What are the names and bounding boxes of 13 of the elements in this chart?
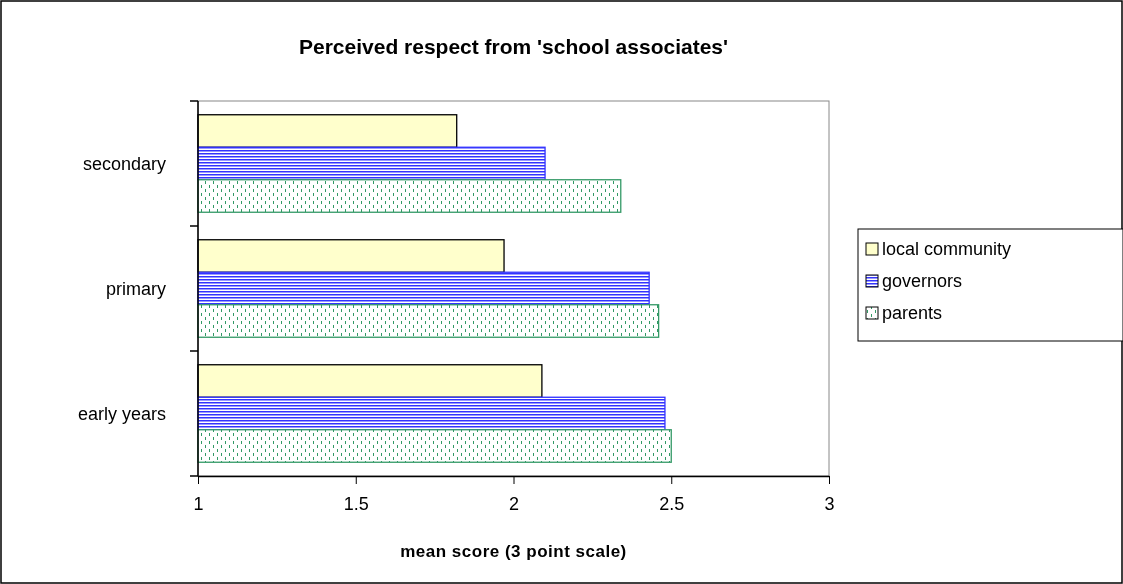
x-tick-label: 2 <box>508 494 520 515</box>
legend-label: governors <box>882 271 963 292</box>
x-tick-label: 1 <box>193 494 204 515</box>
y-tick-label: secondary <box>82 153 166 174</box>
y-tick-label: primary <box>105 278 166 299</box>
x-tick-label: 3 <box>824 494 835 515</box>
x-tick-label: 2.5 <box>659 494 685 515</box>
x-axis-title: mean score (3 point scale) <box>400 542 627 561</box>
chart-title: Perceived respect from 'school associates' <box>298 35 729 58</box>
y-tick-label: early years <box>77 403 166 424</box>
legend-label: local community <box>882 239 1012 260</box>
x-tick-label: 1.5 <box>343 494 369 515</box>
legend-label: parents <box>882 303 943 324</box>
